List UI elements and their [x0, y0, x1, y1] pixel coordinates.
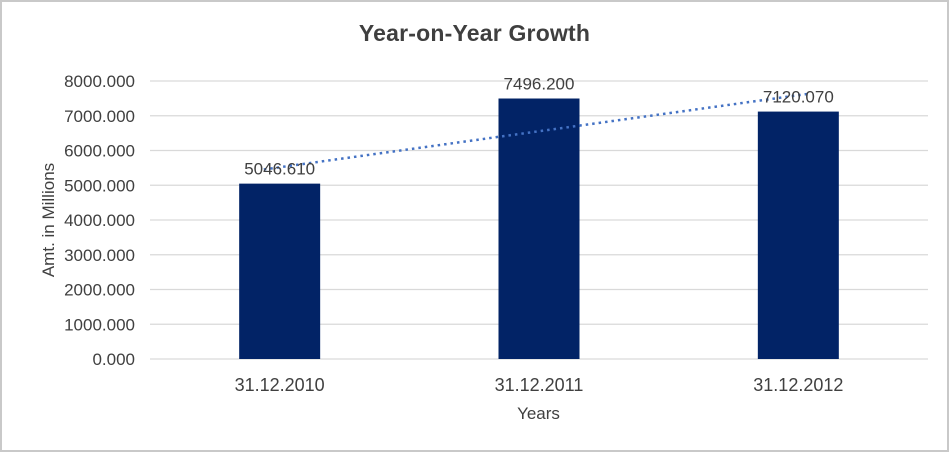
- x-axis-title: Years: [517, 404, 560, 423]
- y-tick-label: 5000.000: [64, 176, 135, 195]
- x-tick-label: 31.12.2011: [495, 375, 584, 395]
- data-label: 5046.610: [244, 160, 315, 179]
- trendline-dotted: [263, 92, 811, 171]
- chart-title: Year-on-Year Growth: [358, 20, 591, 46]
- bar: [239, 183, 321, 359]
- y-tick-label: 4000.000: [64, 211, 135, 230]
- y-tick-label: 0.000: [92, 350, 135, 369]
- x-tick-label: 31.12.2012: [753, 375, 843, 395]
- y-tick-label: 6000.000: [64, 142, 135, 161]
- y-tick-label: 2000.000: [64, 281, 135, 300]
- data-label: 7120.070: [763, 88, 834, 107]
- bar: [498, 98, 580, 359]
- x-tick-label: 31.12.2010: [235, 375, 325, 395]
- x-axis-title-row: Years: [2, 404, 947, 424]
- y-tick-label: 1000.000: [64, 315, 135, 334]
- data-label: 7496.200: [504, 75, 575, 94]
- y-tick-label: 8000.000: [64, 72, 135, 91]
- bar: [757, 111, 839, 359]
- y-tick-label: 7000.000: [64, 107, 135, 126]
- y-tick-label: 3000.000: [64, 246, 135, 265]
